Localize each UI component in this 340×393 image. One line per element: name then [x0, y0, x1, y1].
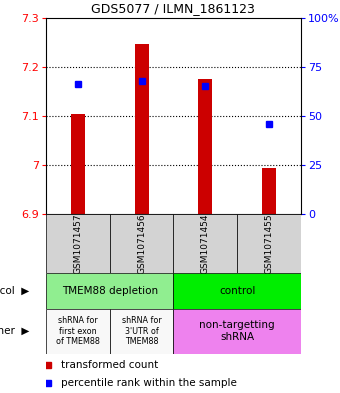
Bar	[173, 273, 301, 309]
Text: shRNA for
3'UTR of
TMEM88: shRNA for 3'UTR of TMEM88	[122, 316, 162, 346]
Bar	[46, 214, 109, 273]
Text: TMEM88 depletion: TMEM88 depletion	[62, 286, 158, 296]
Text: GSM1071454: GSM1071454	[201, 213, 210, 274]
Bar	[109, 309, 173, 354]
Text: percentile rank within the sample: percentile rank within the sample	[61, 378, 237, 388]
Bar	[173, 309, 301, 354]
Bar	[46, 309, 109, 354]
Text: protocol  ▶: protocol ▶	[0, 286, 29, 296]
Title: GDS5077 / ILMN_1861123: GDS5077 / ILMN_1861123	[91, 2, 255, 15]
Text: GSM1071457: GSM1071457	[73, 213, 82, 274]
Bar	[198, 79, 212, 214]
Text: GSM1071456: GSM1071456	[137, 213, 146, 274]
Text: non-targetting
shRNA: non-targetting shRNA	[199, 320, 275, 342]
Bar	[109, 214, 173, 273]
Bar	[135, 44, 149, 214]
Text: GSM1071455: GSM1071455	[265, 213, 273, 274]
Text: control: control	[219, 286, 255, 296]
Text: shRNA for
first exon
of TMEM88: shRNA for first exon of TMEM88	[56, 316, 100, 346]
Bar	[173, 214, 237, 273]
Text: transformed count: transformed count	[61, 360, 158, 370]
Bar	[237, 214, 301, 273]
Bar	[71, 114, 85, 214]
Text: other  ▶: other ▶	[0, 326, 29, 336]
Bar	[262, 167, 276, 214]
Bar	[46, 273, 173, 309]
